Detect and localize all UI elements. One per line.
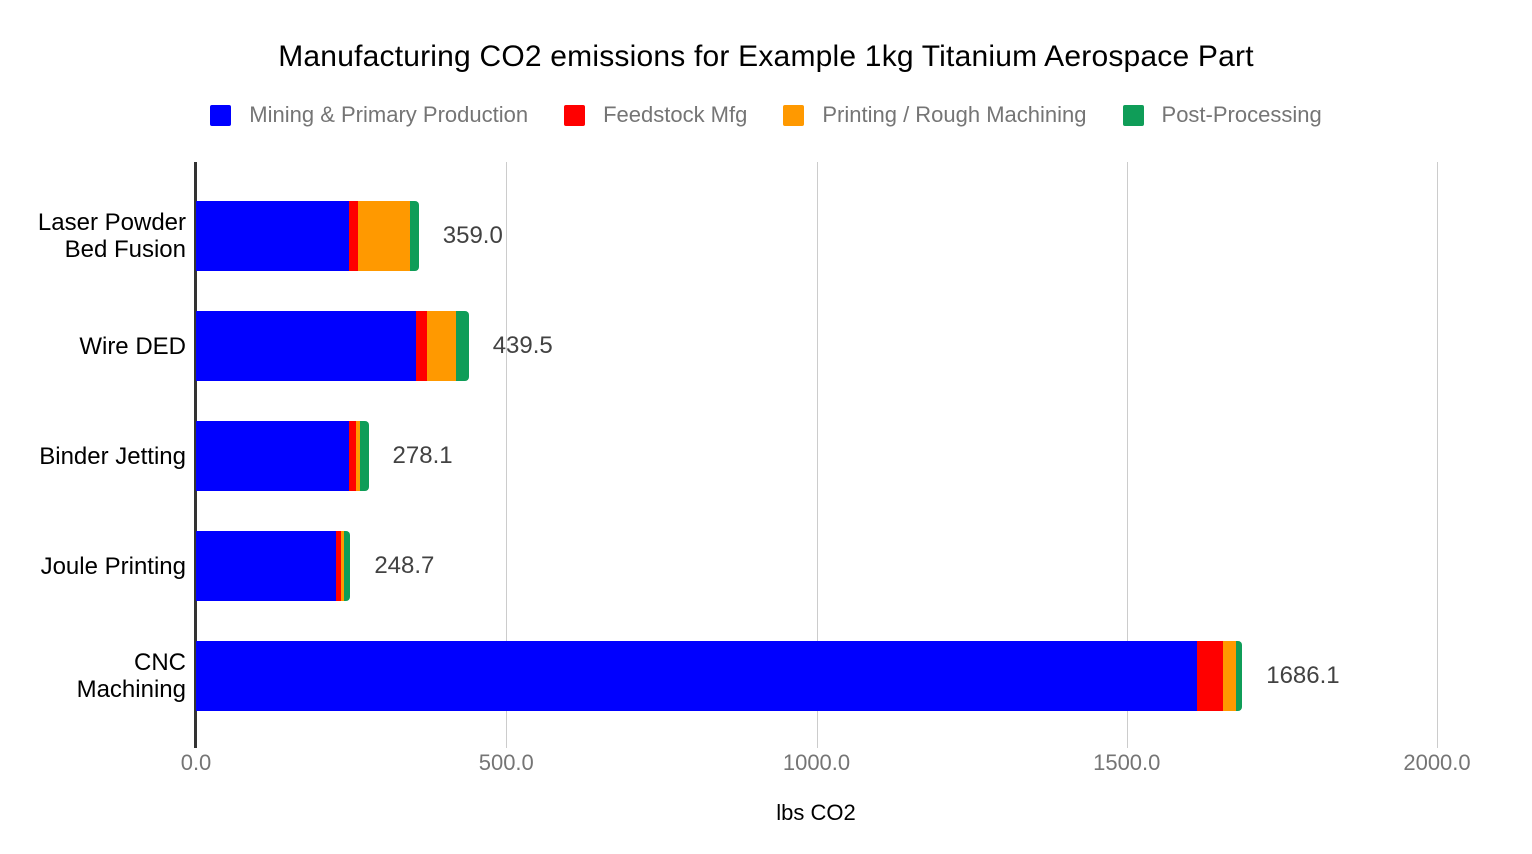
bar-segment — [196, 641, 1197, 711]
bar-value-label: 248.7 — [374, 552, 435, 579]
bar-segment — [357, 201, 410, 271]
bar-segment — [1196, 641, 1223, 711]
gridline — [506, 162, 508, 735]
gridline — [1126, 162, 1128, 735]
gridline — [1437, 162, 1438, 735]
bar-joule-printing — [196, 531, 351, 601]
category-label-text: Binder Jetting — [39, 442, 186, 470]
x-axis-tick-label: 500.0 — [478, 750, 534, 775]
category-label-text: Wire DED — [79, 332, 186, 360]
bar-segment — [336, 531, 341, 601]
category-label: Binder Jetting — [0, 421, 186, 491]
legend-item-label: Post-Processing — [1161, 102, 1322, 127]
axis-tick — [816, 735, 818, 748]
axis-tick — [1437, 735, 1438, 748]
legend-item: Printing / Rough Machining — [783, 102, 1087, 128]
bar-segment — [196, 421, 349, 491]
category-label-text: Joule Printing — [40, 552, 186, 580]
category-label: Wire DED — [0, 311, 186, 381]
legend-item-label: Printing / Rough Machining — [822, 102, 1087, 127]
category-label-text: Laser Powder Bed Fusion — [37, 209, 186, 263]
y-axis-line — [194, 162, 197, 748]
legend-item-label: Feedstock Mfg — [603, 102, 748, 127]
legend-item-label: Mining & Primary Production — [249, 102, 529, 127]
bar-segment — [340, 531, 344, 601]
category-label: Laser Powder Bed Fusion — [0, 201, 186, 271]
bar-segment — [348, 421, 357, 491]
bar-value-label: 1686.1 — [1266, 662, 1340, 689]
bar-value-label: 278.1 — [392, 442, 453, 469]
category-label: CNC Machining — [0, 641, 186, 711]
bar-binder-jetting — [196, 421, 369, 491]
bar-segment — [196, 201, 349, 271]
category-label-text: CNC Machining — [76, 649, 186, 703]
bar-segment — [426, 311, 456, 381]
legend-swatch — [210, 104, 232, 126]
legend: Mining & Primary Production Feedstock Mfg… — [0, 102, 1532, 128]
plot-area: 359.0 439.5 278.1 248.7 1686.1 — [194, 162, 1470, 748]
bar-segment — [1235, 641, 1243, 711]
legend-swatch — [1122, 104, 1144, 126]
bar-value-label: 439.5 — [492, 332, 553, 359]
category-label: Joule Printing — [0, 531, 186, 601]
legend-item: Feedstock Mfg — [564, 102, 747, 128]
x-axis-tick-label: 2000.0 — [1403, 750, 1471, 775]
bar-cnc-machining — [196, 641, 1243, 711]
legend-swatch — [783, 104, 805, 126]
bar-segment — [455, 311, 469, 381]
axis-tick — [1126, 735, 1128, 748]
bar-segment — [196, 311, 417, 381]
gridline — [816, 162, 818, 735]
legend-item: Post-Processing — [1122, 102, 1322, 128]
bar-wire-ded — [196, 311, 469, 381]
bar-value-label: 359.0 — [442, 222, 503, 249]
x-axis-tick-label: 0.0 — [180, 750, 212, 775]
x-axis-title: lbs CO2 — [776, 800, 856, 825]
legend-item: Mining & Primary Production — [210, 102, 528, 128]
chart-title: Manufacturing CO2 emissions for Example … — [278, 40, 1254, 73]
bar-segment — [356, 421, 361, 491]
bar-laser-powder-bed-fusion — [196, 201, 419, 271]
x-axis-tick-label: 1500.0 — [1093, 750, 1161, 775]
legend-swatch — [564, 104, 586, 126]
x-axis-tick-labels: 0.0 500.0 1000.0 1500.0 2000.0 — [0, 750, 1532, 780]
bar-segment — [343, 531, 351, 601]
bar-segment — [1222, 641, 1236, 711]
bar-segment — [409, 201, 419, 271]
axis-tick — [506, 735, 508, 748]
bar-segment — [416, 311, 427, 381]
bar-segment — [196, 531, 337, 601]
bar-segment — [348, 201, 358, 271]
y-axis-category-labels: Laser Powder Bed Fusion Wire DED Binder Je… — [0, 162, 186, 735]
bar-segment — [360, 421, 369, 491]
x-axis-tick-label: 1000.0 — [782, 750, 851, 775]
